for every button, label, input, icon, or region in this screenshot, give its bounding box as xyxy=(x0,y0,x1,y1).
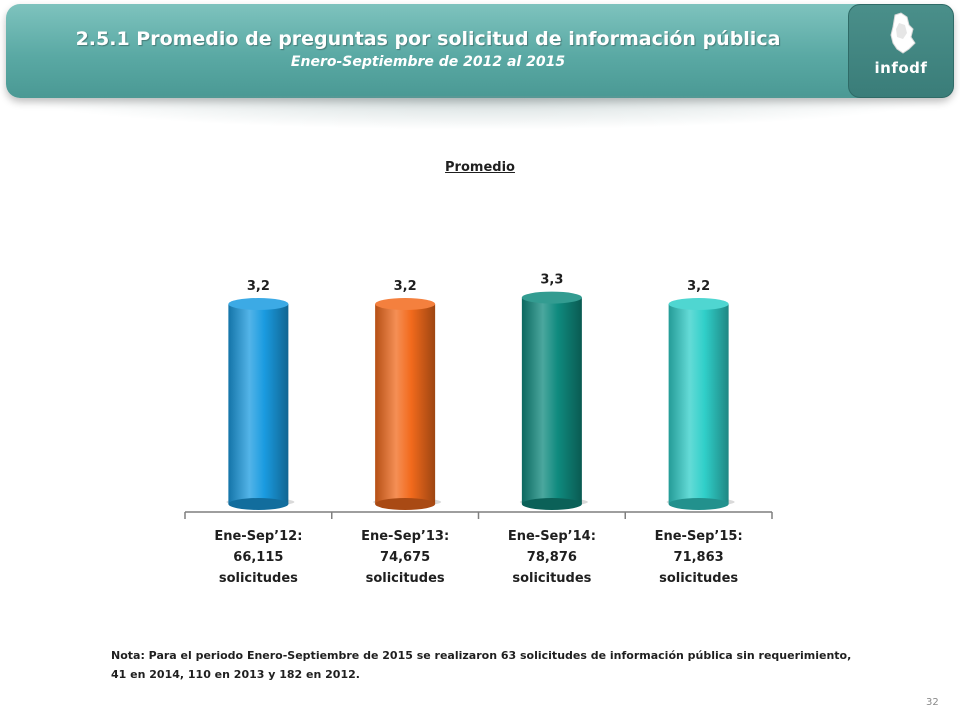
bar-base xyxy=(375,498,436,510)
header-banner xyxy=(6,4,954,98)
bar-base xyxy=(521,498,582,510)
category-label: Ene-Sep’14: xyxy=(508,529,596,544)
bar-base xyxy=(228,498,289,510)
data-label: 3,2 xyxy=(247,279,270,294)
bar-top xyxy=(521,291,582,304)
header-shadow xyxy=(10,96,950,130)
footnote-line-2: 41 en 2014, 110 en 2013 y 182 en 2012. xyxy=(111,668,360,681)
bar-2 xyxy=(521,297,582,504)
bar-3 xyxy=(668,304,729,504)
category-label: Ene-Sep’12: xyxy=(214,529,302,544)
category-label: Ene-Sep’15: xyxy=(655,529,743,544)
bar-chart: 3,2 Ene-Sep’12: 66,115 solicitudes 3,2 Ene-Se… xyxy=(184,273,773,586)
page-subtitle: Enero-Septiembre de 2012 al 2015 xyxy=(290,54,566,70)
bar-top xyxy=(668,298,729,310)
bar-0 xyxy=(228,304,289,504)
category-label: 78,876 xyxy=(527,550,577,565)
category-label: solicitudes xyxy=(219,571,298,586)
data-label: 3,3 xyxy=(540,273,563,288)
map-logo-icon xyxy=(890,12,916,54)
bar-base xyxy=(668,498,729,510)
page-title: 2.5.1 Promedio de preguntas por solicitu… xyxy=(75,28,781,50)
category-label: 66,115 xyxy=(233,550,283,565)
data-label: 3,2 xyxy=(394,279,417,294)
category-label: 74,675 xyxy=(380,550,430,565)
category-label: 71,863 xyxy=(674,550,724,565)
footnote-line-1: Nota: Para el periodo Enero-Septiembre d… xyxy=(111,649,852,662)
infodf-logo: infodf xyxy=(848,4,954,98)
bar-top xyxy=(228,298,289,310)
category-label: Ene-Sep’13: xyxy=(361,529,449,544)
footnote: Nota: Para el periodo Enero-Septiembre d… xyxy=(111,646,861,684)
category-label: solicitudes xyxy=(366,571,445,586)
category-label: solicitudes xyxy=(659,571,738,586)
logo-text: infodf xyxy=(874,59,928,77)
category-label: solicitudes xyxy=(512,571,591,586)
chart-title: Promedio xyxy=(445,160,515,175)
bar-top xyxy=(375,298,436,310)
bar-1 xyxy=(375,304,436,504)
data-label: 3,2 xyxy=(687,279,710,294)
page-number: 32 xyxy=(926,697,939,708)
